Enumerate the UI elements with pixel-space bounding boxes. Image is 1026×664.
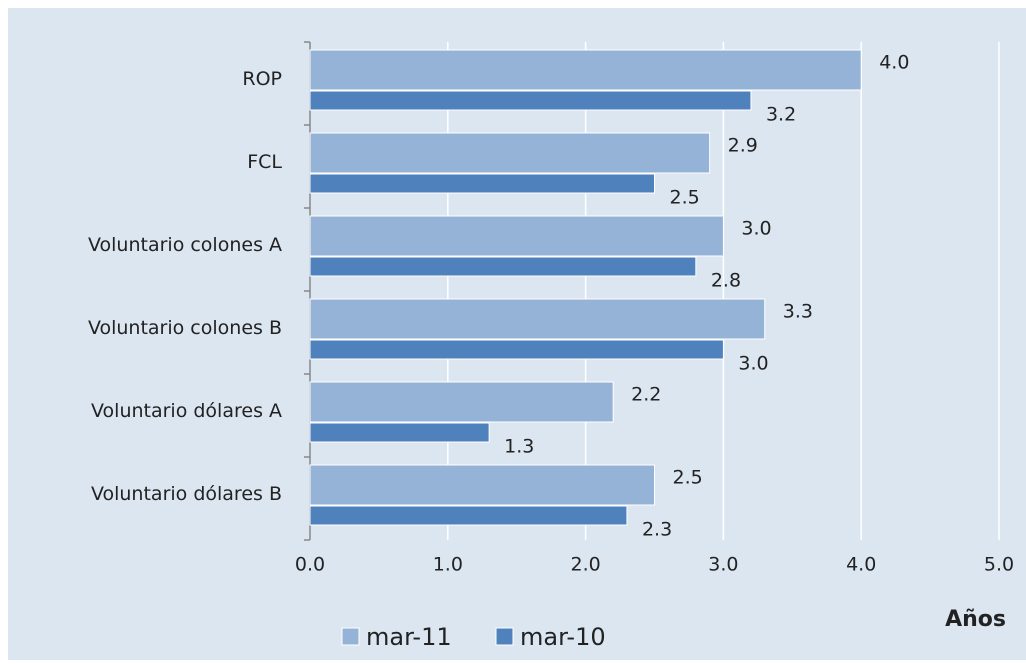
bar (309, 90, 752, 111)
bar (309, 173, 655, 194)
data-label: 2.5 (673, 467, 703, 489)
x-tick-label: 4.0 (846, 554, 876, 576)
data-label: 1.3 (504, 436, 534, 458)
legend-label: mar-11 (366, 623, 452, 651)
data-label: 2.2 (631, 384, 661, 406)
x-tick-label: 2.0 (570, 554, 600, 576)
bar (309, 49, 862, 91)
data-label: 4.0 (879, 52, 909, 74)
bar (309, 422, 490, 443)
data-label: 3.3 (783, 301, 813, 323)
x-axis-label: Años (945, 607, 1006, 632)
bar (309, 256, 697, 277)
data-label: 3.0 (741, 218, 771, 240)
y-tick-label: Voluntario colones B (88, 317, 282, 339)
bar (309, 464, 655, 506)
bar (309, 215, 724, 257)
data-label: 3.0 (738, 353, 768, 375)
y-tick-label: Voluntario dólares A (91, 400, 282, 422)
bar (309, 381, 614, 423)
legend-swatch (495, 627, 514, 646)
bar (309, 132, 711, 174)
data-label: 2.5 (670, 187, 700, 209)
y-tick-label: FCL (247, 151, 282, 173)
data-label: 3.2 (766, 104, 796, 126)
x-tick-label: 5.0 (984, 554, 1014, 576)
y-tick-label: ROP (242, 68, 282, 90)
x-tick-label: 0.0 (295, 554, 325, 576)
x-tick-label: 3.0 (708, 554, 738, 576)
data-label: 2.9 (728, 135, 758, 157)
legend-label: mar-10 (520, 623, 606, 651)
legend-swatch (341, 627, 360, 646)
y-tick-label: Voluntario colones A (88, 234, 282, 256)
data-label: 2.3 (642, 519, 672, 541)
bar (309, 339, 724, 360)
data-label: 2.8 (711, 270, 741, 292)
y-tick-label: Voluntario dólares B (91, 483, 282, 505)
bar (309, 298, 766, 340)
bar (309, 505, 628, 526)
x-tick-label: 1.0 (433, 554, 463, 576)
